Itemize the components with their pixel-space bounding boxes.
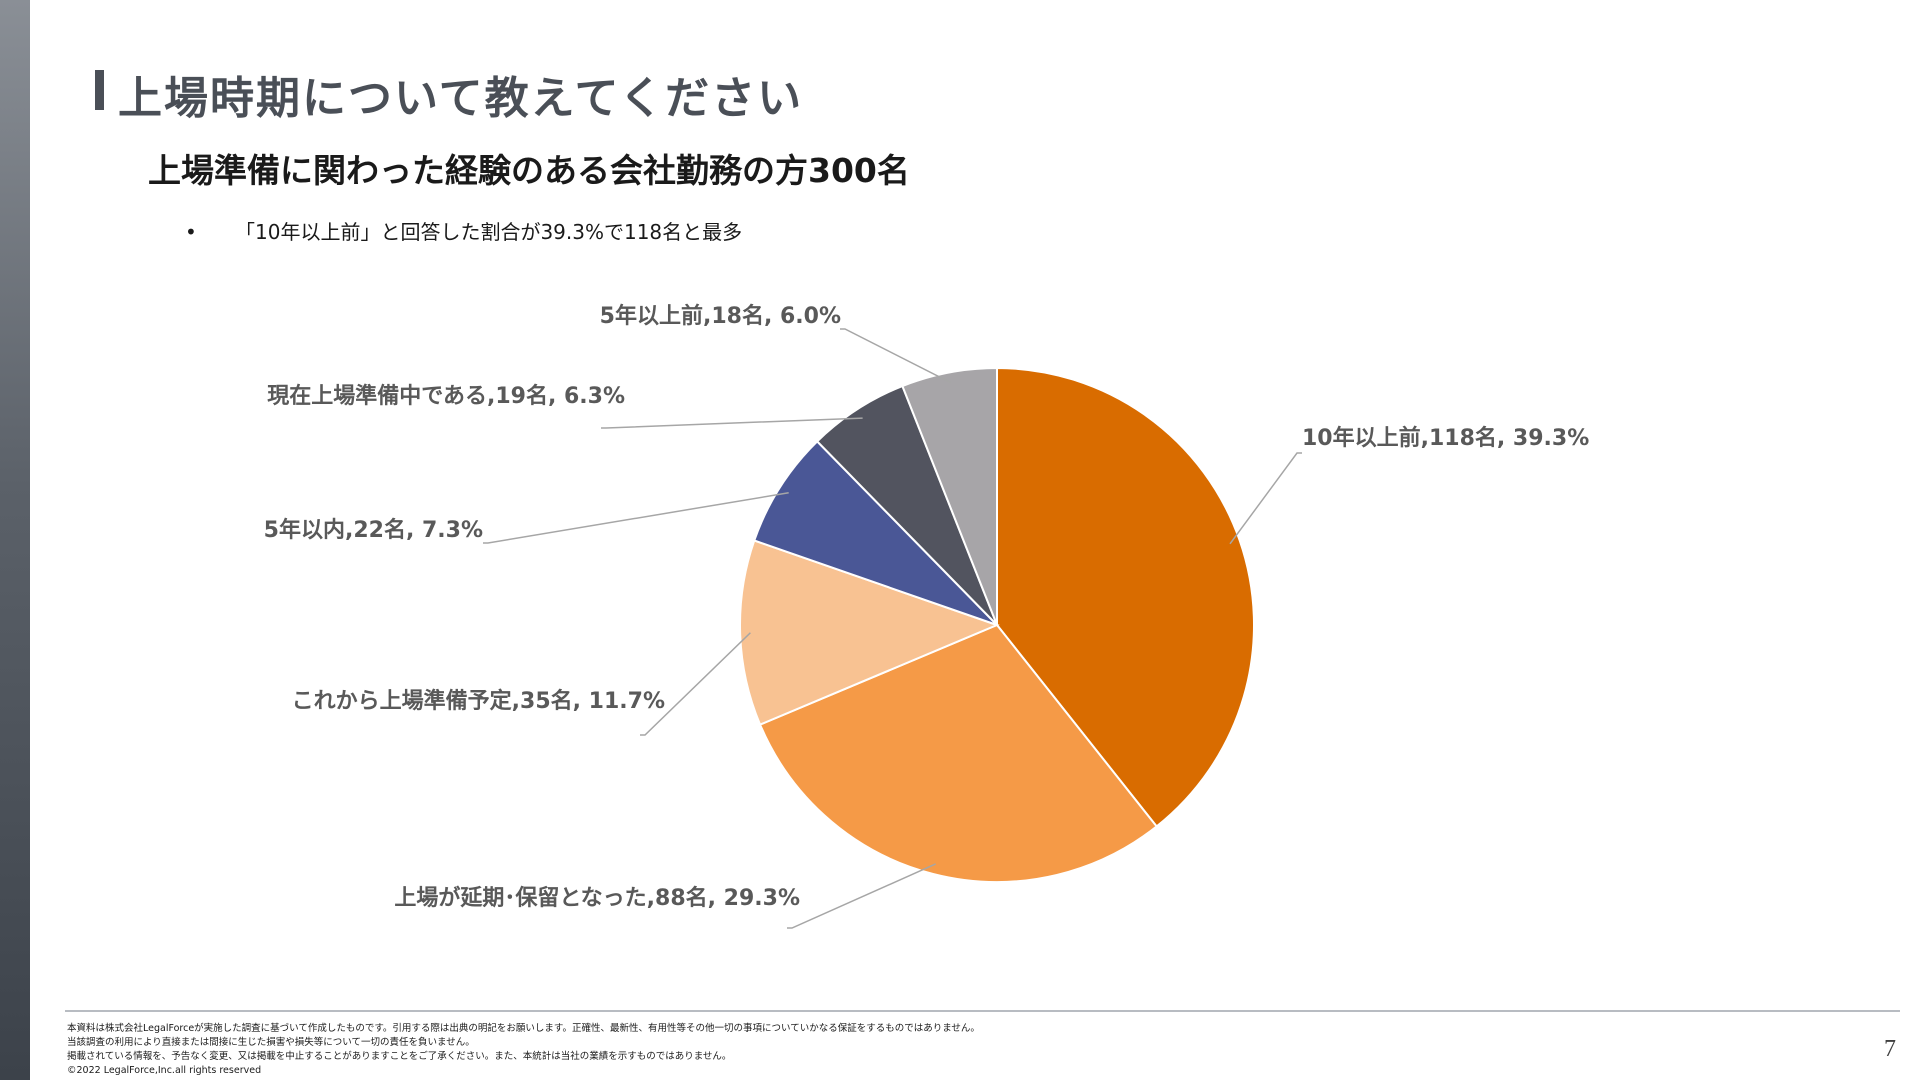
- footer-note: 本資料は株式会社LegalForceが実施した調査に基づいて作成したものです。引…: [67, 1023, 980, 1034]
- pie-slice: [758, 623, 1159, 883]
- title-marker: [95, 70, 104, 110]
- leader-line: [1229, 452, 1302, 545]
- data-label: 現在上場準備中である,19名, 6.3%: [267, 383, 625, 409]
- page-title: 上場時期について教えてください: [118, 73, 804, 124]
- data-label: これから上場準備予定,35名, 11.7%: [292, 688, 665, 714]
- footer-divider: [65, 1010, 1900, 1012]
- subtitle: 上場準備に関わった経験のある会社勤務の方300名: [148, 151, 910, 190]
- pie-slice: [739, 539, 1000, 726]
- copyright: ©2022 LegalForce,Inc.all rights reserved: [67, 1065, 262, 1076]
- bullet-dot: •: [185, 220, 197, 244]
- data-label: 10年以上前,118名, 39.3%: [1302, 425, 1589, 451]
- data-label: 5年以上前,18名, 6.0%: [600, 303, 841, 329]
- side-accent-bar: [0, 0, 30, 1080]
- data-label: 5年以内,22名, 7.3%: [264, 517, 483, 543]
- pie-chart: 10年以上前,118名, 39.3% 上場が延期･保留となった,88名, 29.3…: [264, 303, 1589, 929]
- leader-line: [840, 328, 952, 384]
- leader-line: [787, 863, 936, 929]
- footer-disclaimer: 本資料は株式会社LegalForceが実施した調査に基づいて作成したものです。引…: [67, 1022, 980, 1078]
- bullet-point: • 「10年以上前」と回答した割合が39.3%で118名と最多: [185, 216, 742, 245]
- leader-line: [601, 417, 863, 429]
- data-label: 上場が延期･保留となった,88名, 29.3%: [394, 885, 800, 911]
- bullet-text: 「10年以上前」と回答した割合が39.3%で118名と最多: [235, 220, 743, 244]
- leader-line: [483, 492, 789, 544]
- pie-slice: [753, 439, 998, 626]
- pie-slice: [996, 366, 1255, 828]
- footer-note: 当該調査の利用により直接または間接に生じた損害や損失等について一切の責任を負いま…: [67, 1037, 475, 1048]
- page-number: 7: [1884, 1036, 1896, 1062]
- leader-line: [640, 632, 751, 736]
- pie-slice: [901, 366, 998, 626]
- footer-note: 掲載されている情報を、予告なく変更、又は掲載を中止することがありますことをご了承…: [67, 1051, 732, 1062]
